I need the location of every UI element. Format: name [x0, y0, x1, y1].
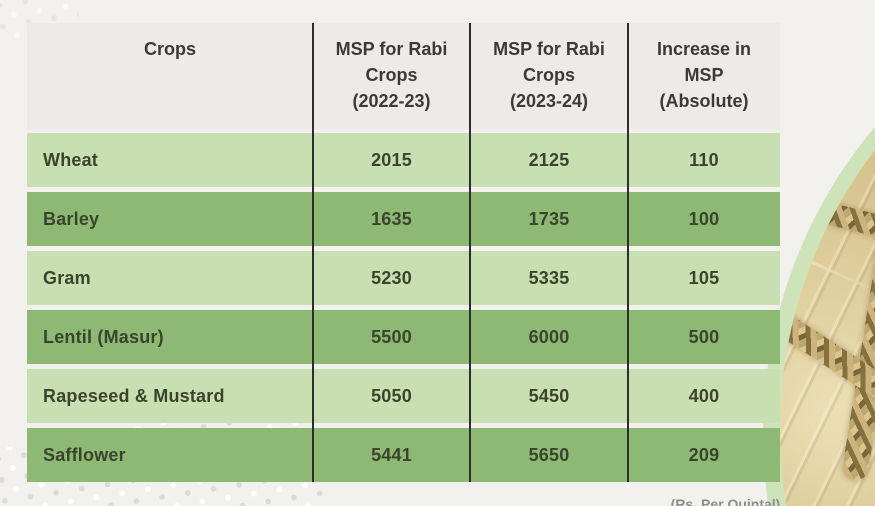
crop-name: Wheat [43, 149, 98, 170]
table-row-wheat: Wheat 2015 2125 110 [27, 133, 780, 187]
column-divider [469, 23, 471, 482]
units-footnote: (Rs. Per Quintal) [670, 496, 781, 506]
header-msp-2023-24: MSP for Rabi Crops (2023-24) [493, 39, 605, 111]
header-crops-label: Crops [143, 39, 196, 59]
msp-2022-value: 5441 [371, 444, 412, 465]
msp-2022-value: 1635 [371, 208, 412, 229]
msp-table: Crops MSP for Rabi Crops (2022-23) MSP f… [27, 23, 780, 482]
column-divider [627, 23, 629, 482]
increase-value: 105 [688, 267, 720, 288]
msp-2023-value: 2125 [528, 149, 570, 170]
table-row-barley: Barley 1635 1735 100 [27, 192, 780, 246]
crop-name: Rapeseed & Mustard [43, 385, 225, 406]
msp-2022-value: 5500 [371, 326, 412, 347]
table-row-safflower: Safflower 5441 5650 209 [27, 428, 780, 482]
msp-2023-value: 5450 [528, 385, 570, 406]
msp-2023-value: 5335 [528, 267, 570, 288]
msp-2023-value: 5650 [528, 444, 570, 465]
increase-value: 209 [688, 444, 720, 465]
column-divider [312, 23, 314, 482]
table-header-row: Crops MSP for Rabi Crops (2022-23) MSP f… [27, 23, 780, 130]
table-row-gram: Gram 5230 5335 105 [27, 251, 780, 305]
msp-2022-value: 5230 [371, 267, 412, 288]
header-msp-2022-23: MSP for Rabi Crops (2022-23) [335, 39, 448, 111]
msp-2022-value: 2015 [371, 149, 412, 170]
msp-2022-value: 5050 [371, 385, 412, 406]
increase-value: 400 [688, 385, 720, 406]
crop-name: Lentil (Masur) [43, 326, 164, 347]
increase-value: 110 [689, 149, 719, 170]
crop-name: Safflower [43, 444, 126, 465]
increase-value: 500 [688, 326, 720, 347]
crop-name: Barley [43, 208, 100, 229]
header-crops: Crops [27, 23, 313, 130]
increase-value: 100 [688, 208, 720, 229]
msp-2023-value: 6000 [528, 326, 570, 347]
header-increase: Increase in MSP (Absolute) [656, 39, 752, 111]
wheat-photo [780, 0, 875, 506]
msp-2023-value: 1735 [528, 208, 570, 229]
crop-name: Gram [43, 267, 91, 288]
table-row-rapeseed-mustard: Rapeseed & Mustard 5050 5450 400 [27, 369, 780, 423]
table-row-lentil: Lentil (Masur) 5500 6000 500 [27, 310, 780, 364]
